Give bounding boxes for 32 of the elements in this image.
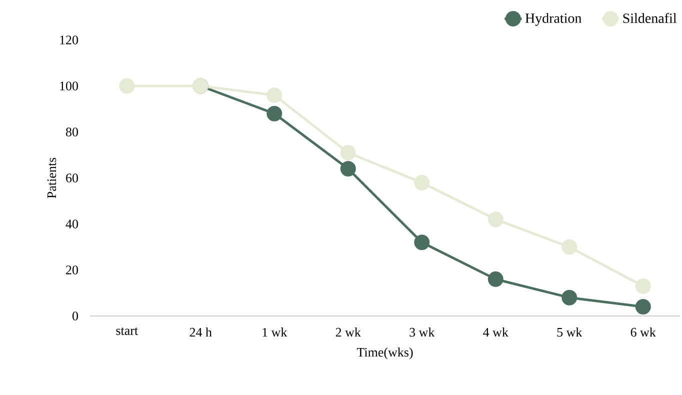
point <box>340 161 356 177</box>
point <box>414 234 430 250</box>
point <box>266 106 282 122</box>
legend-label: Hydration <box>525 13 582 26</box>
point <box>562 239 578 255</box>
point <box>635 278 651 294</box>
point <box>340 144 356 160</box>
point <box>119 78 135 94</box>
x-tick-label: 6 wk <box>630 328 656 337</box>
point <box>414 174 430 190</box>
point <box>562 290 578 306</box>
point <box>266 87 282 103</box>
y-tick-label: 100 <box>60 82 78 90</box>
y-tick-label: 0 <box>72 312 78 320</box>
point <box>488 212 504 228</box>
y-tick-label: 80 <box>66 128 78 136</box>
x-axis-title: Time(wks) <box>356 348 413 360</box>
x-tick-label: 2 wk <box>336 328 361 337</box>
x-tick-label: start <box>116 328 138 335</box>
x-tick-label: 5 wk <box>557 328 582 337</box>
point <box>488 271 504 287</box>
y-tick-label: 40 <box>66 220 78 228</box>
x-tick-label: 3 wk <box>410 328 435 337</box>
y-tick-label: 20 <box>66 266 78 274</box>
y-tick-label: 60 <box>66 174 78 182</box>
legend-label: Sildenafil <box>623 13 677 24</box>
y-axis-title: Patients <box>47 158 56 198</box>
x-tick-label: 1 wk <box>262 328 288 337</box>
point <box>635 299 651 315</box>
x-tick-label: 24 h <box>190 328 212 337</box>
y-tick-label: 120 <box>60 36 78 44</box>
x-tick-label: 4 wk <box>483 328 508 337</box>
